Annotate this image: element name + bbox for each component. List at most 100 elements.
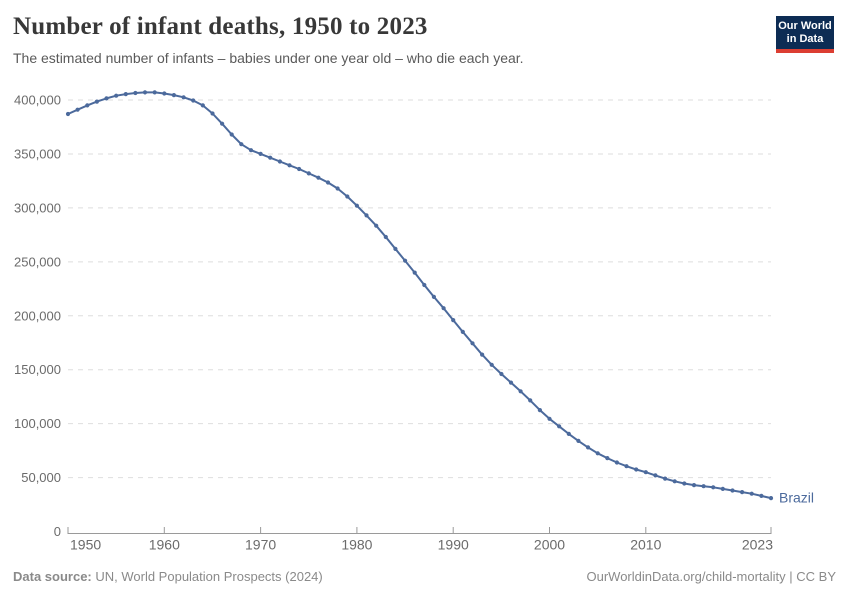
data-point xyxy=(268,155,273,160)
y-axis-tick-label: 0 xyxy=(54,524,61,539)
data-point xyxy=(663,476,668,481)
data-point xyxy=(181,95,186,100)
data-point xyxy=(528,398,533,403)
data-point xyxy=(364,213,369,218)
data-point xyxy=(749,491,754,496)
data-point xyxy=(75,107,80,112)
series-label-brazil[interactable]: Brazil xyxy=(779,490,814,506)
data-point xyxy=(431,294,436,299)
data-point xyxy=(191,98,196,103)
data-point xyxy=(412,270,417,275)
data-source-label: Data source: xyxy=(13,569,92,584)
data-point xyxy=(335,186,340,191)
x-axis-tick-label: 1990 xyxy=(438,537,469,553)
data-point xyxy=(210,111,215,116)
data-point xyxy=(325,180,331,185)
data-point xyxy=(114,93,119,98)
data-point xyxy=(133,90,138,96)
data-point xyxy=(277,159,282,164)
x-axis-tick-label: 2010 xyxy=(630,537,661,553)
data-point xyxy=(701,484,706,489)
x-axis-tick-label: 1970 xyxy=(245,537,276,553)
data-point xyxy=(566,431,571,436)
data-point xyxy=(142,90,148,95)
data-point xyxy=(711,485,716,490)
data-point xyxy=(123,92,128,97)
data-point xyxy=(470,341,475,346)
data-point xyxy=(239,142,244,147)
data-point xyxy=(537,408,543,413)
x-axis-tick-label: 2000 xyxy=(534,537,565,553)
data-point xyxy=(162,91,167,96)
data-point xyxy=(383,234,388,240)
data-point xyxy=(403,258,408,263)
data-point xyxy=(499,371,504,377)
data-point xyxy=(595,451,600,456)
data-point xyxy=(759,493,764,498)
data-point xyxy=(374,223,379,228)
y-axis-tick-label: 200,000 xyxy=(14,308,61,323)
data-point xyxy=(200,103,205,108)
data-point xyxy=(624,464,629,469)
data-point xyxy=(518,389,523,394)
y-axis-tick-label: 100,000 xyxy=(14,416,61,431)
data-point xyxy=(634,467,639,472)
y-axis-tick-label: 400,000 xyxy=(14,93,61,108)
data-point xyxy=(345,194,350,199)
x-axis-tick-label: 2023 xyxy=(742,537,773,553)
owid-logo-line1: Our World xyxy=(778,20,832,32)
data-point xyxy=(768,496,774,501)
data-point xyxy=(614,460,620,465)
data-point xyxy=(441,306,446,311)
data-point xyxy=(85,103,90,108)
data-source-value: UN, World Population Prospects (2024) xyxy=(91,569,323,584)
y-axis-tick-label: 350,000 xyxy=(14,146,61,161)
data-point xyxy=(287,163,292,168)
data-point xyxy=(720,486,725,491)
data-point xyxy=(306,171,311,176)
data-point xyxy=(65,111,71,117)
data-point xyxy=(354,203,359,208)
data-point xyxy=(480,352,485,357)
owid-logo-line2: in Data xyxy=(786,32,824,45)
data-point xyxy=(489,362,494,367)
data-point xyxy=(547,416,552,421)
data-point xyxy=(691,483,697,488)
data-point xyxy=(576,438,581,443)
data-point xyxy=(152,90,157,95)
data-point xyxy=(422,282,427,288)
data-point xyxy=(316,175,321,180)
data-point xyxy=(643,470,648,475)
data-source-note: Data source: UN, World Population Prospe… xyxy=(13,569,323,584)
data-point xyxy=(171,93,176,98)
data-point xyxy=(557,424,562,429)
data-point xyxy=(220,121,225,126)
data-point xyxy=(508,380,514,385)
y-axis-tick-label: 300,000 xyxy=(14,200,61,215)
y-axis-tick-label: 150,000 xyxy=(14,362,61,377)
credit-link[interactable]: OurWorldinData.org/child-mortality | CC … xyxy=(586,569,837,584)
owid-logo[interactable]: Our World in Data xyxy=(776,16,834,53)
data-point xyxy=(297,166,302,172)
data-point xyxy=(104,96,109,101)
x-axis-tick-label: 1980 xyxy=(341,537,372,553)
data-point xyxy=(229,132,234,137)
series-line-brazil[interactable] xyxy=(67,91,772,500)
page-title: Number of infant deaths, 1950 to 2023 xyxy=(13,13,428,40)
data-point xyxy=(248,148,254,153)
y-axis-tick-label: 250,000 xyxy=(14,254,61,269)
data-point xyxy=(653,473,658,478)
data-point xyxy=(682,481,687,486)
data-point xyxy=(451,318,456,323)
x-axis-tick-label: 1950 xyxy=(70,537,101,553)
data-point xyxy=(393,246,398,251)
data-point xyxy=(585,445,591,450)
data-point xyxy=(258,151,263,156)
x-axis-tick-label: 1960 xyxy=(149,537,180,553)
page-subtitle: The estimated number of infants – babies… xyxy=(13,50,524,66)
y-axis-tick-label: 50,000 xyxy=(21,470,61,485)
data-point xyxy=(605,456,610,461)
data-point xyxy=(672,479,677,484)
